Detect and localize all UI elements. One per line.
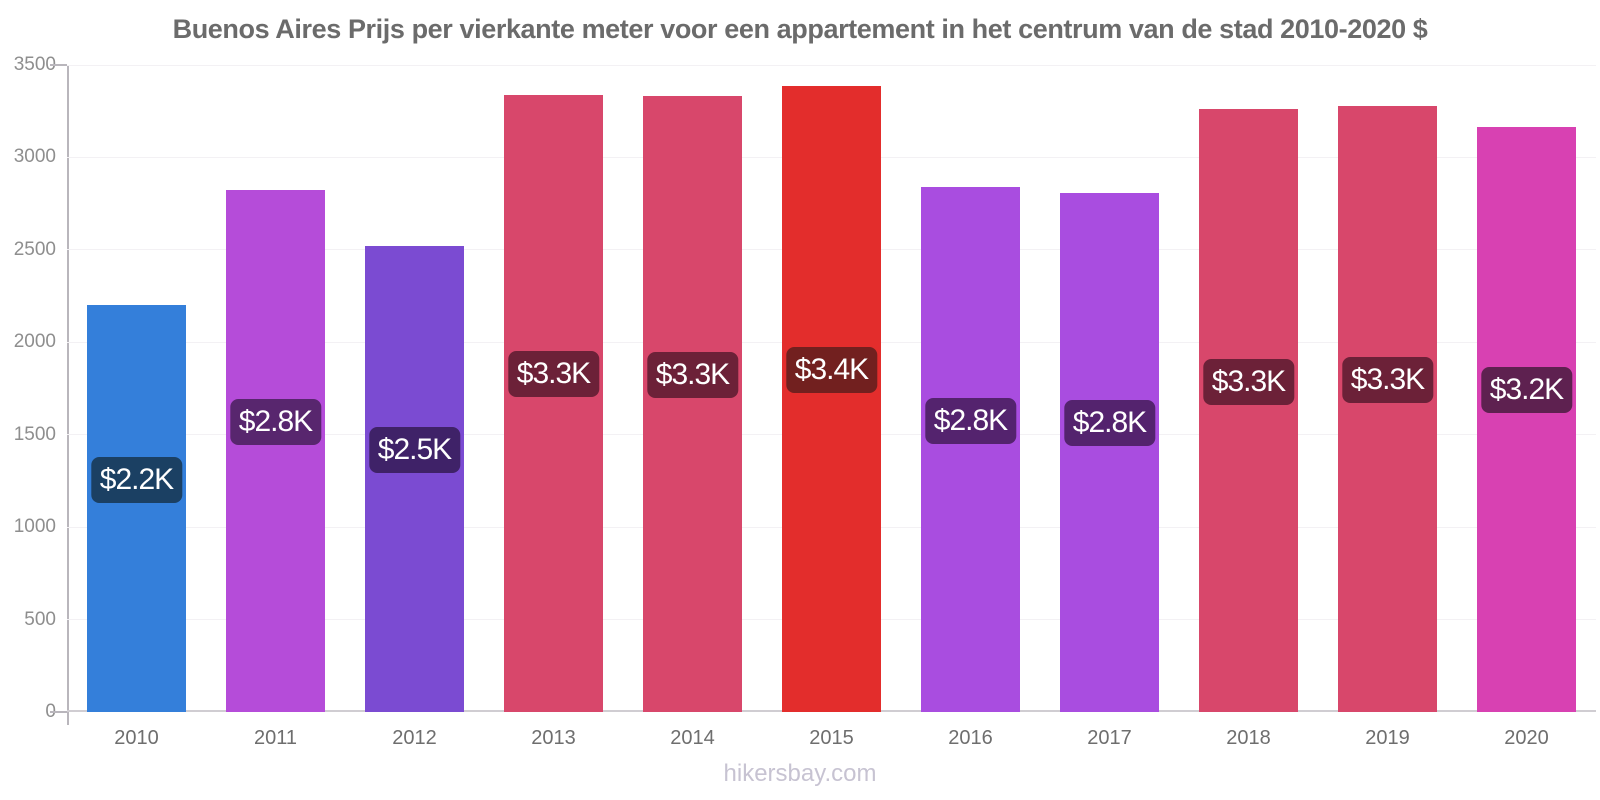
bar-2014: $3.3K [643, 95, 742, 712]
bar-value-badge: $2.8K [924, 397, 1017, 444]
y-axis-tick [50, 64, 67, 66]
bar-2019: $3.3K [1338, 105, 1437, 712]
bar-2011: $2.8K [226, 189, 325, 712]
y-tick-label: 3500 [13, 54, 56, 75]
y-tick-label: 3000 [13, 146, 56, 168]
y-tick-label: 0 [0, 701, 56, 723]
x-tick-label: 2018 [1226, 727, 1271, 749]
bar-2012: $2.5K [365, 246, 464, 712]
chart-title: Buenos Aires Prijs per vierkante meter v… [172, 14, 1428, 44]
y-tick-label: 2500 [13, 238, 56, 260]
y-tick-label: 2000 [13, 331, 56, 353]
bar-2016: $2.8K [921, 187, 1020, 712]
bar-2015: $3.4K [782, 86, 881, 712]
y-axis-line [67, 65, 69, 725]
bar-value-badge: $3.2K [1480, 367, 1573, 414]
x-tick-label: 2011 [253, 727, 297, 749]
x-tick-label: 2020 [1504, 727, 1549, 749]
x-tick-label: 2014 [670, 727, 715, 749]
bar-value-badge: $2.8K [1063, 400, 1156, 447]
bar-value-badge: $3.3K [1202, 358, 1295, 405]
bar-2010: $2.2K [87, 305, 186, 712]
bar-value-badge: $2.8K [229, 398, 322, 445]
y-axis-tick [50, 711, 67, 713]
watermark: hikersbay.com [723, 760, 877, 787]
gridline [67, 64, 1596, 66]
bar-value-badge: $2.2K [90, 456, 183, 503]
x-tick-label: 2019 [1365, 727, 1410, 749]
bar-value-badge: $3.3K [1341, 356, 1434, 403]
y-tick-label: 1000 [13, 516, 56, 538]
x-tick-label: 2012 [392, 727, 437, 749]
bar-2020: $3.2K [1477, 126, 1576, 712]
bar-2018: $3.3K [1199, 109, 1298, 712]
bar-value-badge: $3.3K [507, 351, 600, 398]
x-tick-label: 2013 [531, 727, 576, 749]
x-tick-label: 2016 [948, 727, 993, 749]
plot-area: $2.2K $2.8K $2.5K $3.3K $3.3K $3.4K $2.8K $2.8K… [67, 64, 1596, 712]
bar-value-badge: $3.3K [646, 351, 739, 398]
x-tick-label: 2015 [809, 727, 854, 749]
bar-value-badge: $3.4K [785, 347, 878, 394]
y-tick-label: 1500 [13, 423, 56, 445]
y-tick-label: 500 [24, 608, 56, 630]
bar-value-badge: $2.5K [368, 427, 461, 474]
x-tick-label: 2017 [1087, 727, 1132, 749]
x-tick-label: 2010 [114, 727, 159, 749]
bar-2013: $3.3K [504, 94, 603, 712]
bar-2017: $2.8K [1060, 192, 1159, 712]
